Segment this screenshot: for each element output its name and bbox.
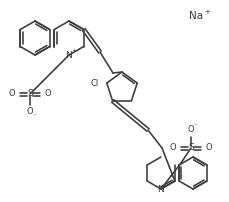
Text: O: O: [169, 143, 176, 153]
Text: +: +: [203, 9, 209, 15]
Text: O: O: [44, 89, 51, 99]
Text: O: O: [27, 107, 33, 117]
Text: O: O: [9, 89, 15, 99]
Text: O: O: [187, 125, 194, 135]
Text: S: S: [187, 143, 193, 153]
Text: N: N: [157, 184, 164, 194]
Text: S: S: [27, 89, 33, 99]
Text: Cl: Cl: [90, 79, 98, 87]
Text: +: +: [71, 48, 76, 54]
Text: ⁻: ⁻: [192, 123, 196, 129]
Text: O: O: [205, 143, 211, 153]
Text: Na: Na: [188, 11, 202, 21]
Text: ⁻: ⁻: [32, 113, 36, 119]
Text: N: N: [65, 50, 72, 60]
